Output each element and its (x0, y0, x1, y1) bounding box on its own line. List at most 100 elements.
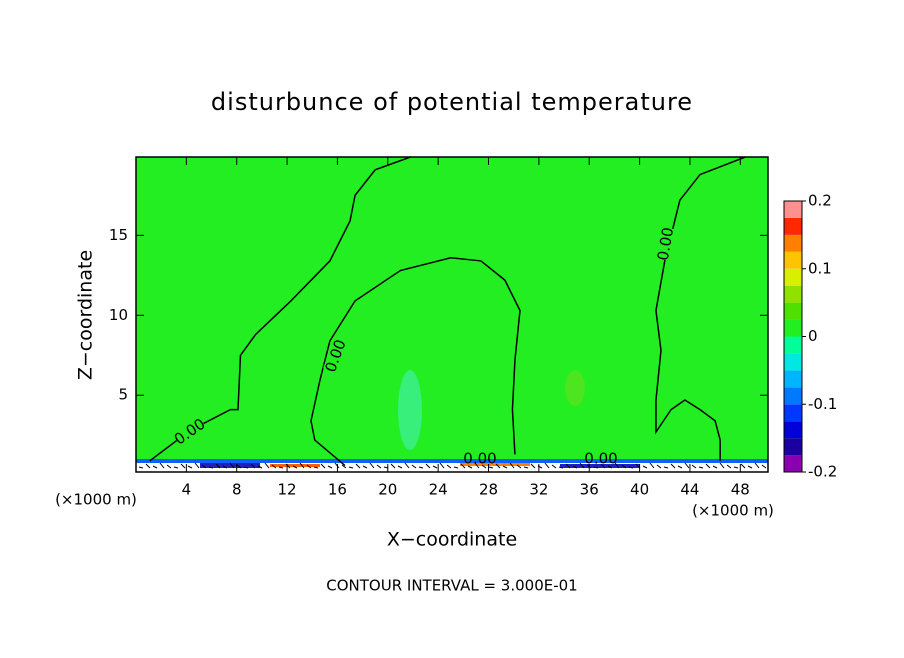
surface-noise (642, 465, 648, 469)
surface-noise (369, 462, 375, 469)
surface-layer (560, 464, 640, 468)
surface-noise (614, 462, 620, 469)
surface-noise (481, 464, 487, 469)
surface-noise (467, 465, 473, 469)
surface-noise (411, 464, 417, 469)
colorbar-swatch (784, 336, 802, 354)
surface-noise (677, 465, 683, 469)
x-tick-label: 20 (378, 481, 397, 499)
surface-noise (572, 465, 578, 469)
surface-noise (236, 464, 242, 469)
surface-layer (200, 463, 260, 468)
surface-noise (201, 464, 207, 469)
x-tick-label: 16 (328, 481, 347, 499)
colorbar-swatch (784, 319, 802, 337)
plot-frame (135, 156, 769, 473)
contour-label: 0.00 (654, 226, 678, 262)
colorbar-tick-label: 0.2 (808, 192, 832, 210)
field-patch (565, 370, 585, 406)
surface-noise (271, 464, 277, 469)
x-tick-label: 4 (182, 481, 192, 499)
x-tick-label: 48 (731, 481, 750, 499)
chart-title: disturbunce of potential temperature (211, 88, 693, 116)
x-unit-label: (×1000 m) (692, 502, 774, 520)
surface-noise (712, 465, 718, 469)
surface-noise (145, 463, 151, 469)
surface-noise (663, 466, 669, 469)
colorbar-swatch (784, 370, 802, 388)
surface-noise (502, 465, 508, 469)
surface-noise (509, 462, 515, 469)
surface-noise (558, 466, 564, 469)
surface-noise (698, 466, 704, 469)
colorbar-swatch (784, 201, 802, 218)
surface-noise (250, 463, 256, 469)
surface-noise (439, 462, 445, 469)
surface-noise (628, 466, 634, 469)
y-tick-label: 5 (118, 386, 128, 404)
surface-noise (194, 462, 200, 469)
surface-noise (257, 465, 263, 469)
surface-noise (180, 463, 186, 469)
x-axis-label: X−coordinate (387, 529, 517, 551)
surface-noise (278, 466, 284, 469)
surface-noise (355, 463, 361, 469)
surface-noise (530, 463, 536, 469)
colorbar-swatch (784, 217, 802, 235)
surface-noise (446, 464, 452, 469)
colorbar-swatch (784, 421, 802, 439)
y-axis-label: Z−coordinate (75, 250, 97, 380)
colorbar-tick-label: 0.1 (808, 259, 832, 277)
surface-noise (327, 465, 333, 469)
colorbar-swatch (784, 353, 802, 371)
surface-noise (544, 462, 550, 469)
surface-noise (761, 464, 767, 469)
surface-noise (565, 463, 571, 469)
y-tick-label: 10 (109, 306, 128, 324)
x-tick-label: 40 (630, 481, 649, 499)
surface-layer (270, 464, 320, 467)
colorbar-swatch (784, 404, 802, 422)
colorbar-swatch (784, 387, 802, 405)
surface-noise (320, 463, 326, 469)
surface-noise (243, 466, 249, 469)
surface-noise (726, 464, 732, 469)
surface-noise (425, 463, 431, 469)
surface-noise (551, 464, 557, 469)
contour-line (655, 156, 746, 461)
contour-label-bg (172, 416, 208, 448)
surface-noise (187, 465, 193, 469)
colorbar-swatch (784, 268, 802, 286)
colorbar-tick-label: -0.1 (808, 395, 837, 413)
surface-noise (173, 466, 179, 469)
surface-noise (299, 462, 305, 469)
surface-noise (754, 462, 760, 469)
surface-noise (418, 466, 424, 469)
surface-noise (621, 464, 627, 469)
surface-noise (152, 465, 158, 469)
surface-noise (264, 462, 270, 469)
field-fill (136, 157, 768, 472)
surface-noise (453, 466, 459, 469)
surface-noise (607, 465, 613, 469)
y-tick-label: 15 (109, 226, 128, 244)
contour-label-bg (323, 338, 349, 374)
colorbar-swatch (784, 251, 802, 269)
x-tick-label: 44 (680, 481, 699, 499)
colorbar-swatch (784, 302, 802, 320)
contour-line (149, 156, 411, 462)
surface-layer (460, 463, 530, 466)
contour-label: 0.00 (584, 450, 617, 468)
surface-noise (516, 464, 522, 469)
surface-noise (432, 465, 438, 469)
surface-noise (292, 465, 298, 469)
colorbar-tick-label: 0 (808, 327, 818, 345)
x-tick-label: 28 (479, 481, 498, 499)
colorbar-swatch (784, 234, 802, 252)
surface-noise (600, 463, 606, 469)
contour-label: 0.00 (463, 450, 496, 468)
surface-noise (593, 466, 599, 469)
surface-noise (474, 462, 480, 469)
surface-noise (229, 462, 235, 469)
surface-noise (705, 463, 711, 469)
